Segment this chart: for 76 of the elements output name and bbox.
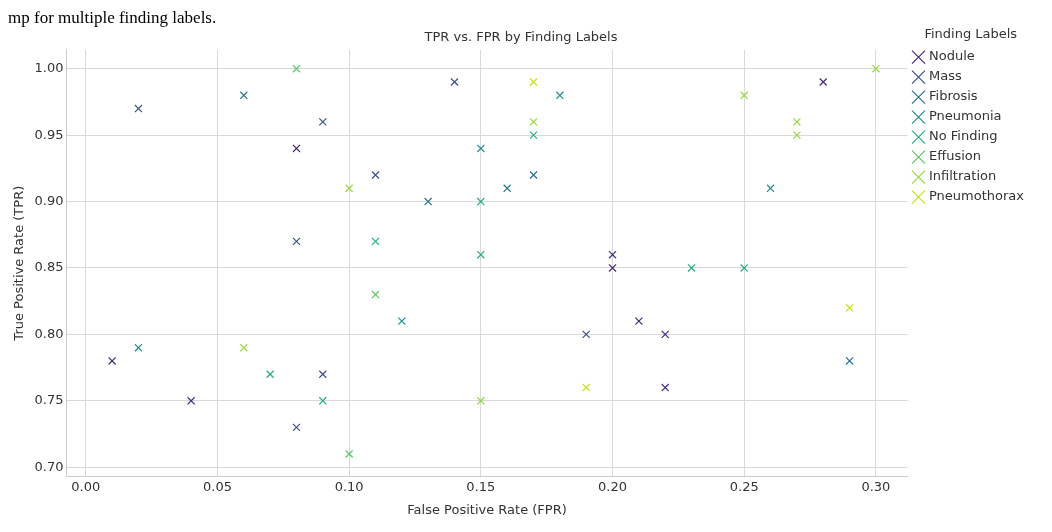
point (397, 316, 406, 326)
point (871, 64, 881, 73)
point (529, 131, 538, 140)
point (819, 77, 828, 87)
point (186, 396, 196, 405)
x-tick-label: 0.20 (598, 478, 627, 494)
point (345, 184, 354, 193)
point (634, 316, 643, 326)
x-tick-label: 0.15 (466, 478, 496, 494)
legend-label: Fibrosis (929, 88, 978, 104)
point (608, 250, 617, 259)
point (239, 91, 248, 100)
legend-label: Pneumothorax (929, 188, 1025, 204)
point (792, 131, 802, 140)
point (687, 263, 696, 273)
point (266, 370, 275, 379)
x-tick-label: 0.05 (202, 478, 232, 494)
legend-label: Mass (929, 68, 962, 84)
x-tick-label: 0.00 (71, 478, 101, 494)
x-tick-label: 0.25 (729, 478, 759, 494)
y-axis-title: True Positive Rate (TPR) (11, 185, 27, 342)
point (476, 250, 485, 259)
point (582, 383, 591, 392)
y-tick-label: 0.85 (34, 259, 64, 275)
legend-label: Effusion (929, 148, 981, 164)
point (107, 356, 117, 366)
y-tick-label: 0.90 (34, 192, 64, 208)
point (582, 330, 591, 339)
point (503, 184, 512, 193)
y-tick-label: 1.00 (34, 60, 64, 76)
point (529, 117, 538, 126)
point (292, 423, 301, 432)
y-tick-label: 0.75 (34, 392, 64, 408)
point (661, 330, 670, 339)
text: mp for multiple finding labels. (8, 8, 217, 27)
point (845, 356, 854, 366)
legend-label: Infiltration (929, 168, 997, 184)
point (476, 197, 485, 206)
point (845, 303, 854, 312)
x-axis-title: False Positive Rate (FPR) (407, 501, 567, 517)
y-tick-label: 0.80 (34, 325, 64, 341)
point (792, 117, 802, 126)
point (371, 290, 380, 299)
legend-title: Finding Labels (924, 25, 1018, 41)
point (766, 184, 775, 193)
point (318, 396, 327, 405)
point (555, 91, 564, 100)
legend-label: No Finding (929, 128, 998, 144)
point (292, 237, 301, 246)
point (529, 170, 538, 180)
point (450, 77, 459, 87)
point (292, 64, 301, 73)
y-tick-label: 0.70 (34, 458, 64, 474)
x-tick-label: 0.30 (861, 478, 891, 494)
point (661, 383, 670, 392)
point (345, 449, 354, 459)
point (740, 91, 749, 100)
point (318, 117, 327, 126)
point (318, 370, 327, 379)
legend-label: Nodule (929, 48, 975, 64)
point (134, 104, 143, 113)
x-tick-label: 0.10 (334, 478, 364, 494)
point (371, 170, 380, 180)
legend-label: Pneumonia (929, 108, 1002, 124)
point (608, 263, 617, 273)
y-tick-label: 0.95 (34, 126, 64, 142)
point (424, 197, 433, 206)
point (371, 237, 380, 246)
point (239, 343, 248, 352)
point (292, 144, 301, 153)
point (134, 343, 143, 352)
point (740, 263, 749, 273)
chart-title: TPR vs. FPR by Finding Labels (423, 29, 618, 45)
point (529, 77, 538, 87)
point (476, 396, 485, 405)
point (476, 144, 485, 153)
